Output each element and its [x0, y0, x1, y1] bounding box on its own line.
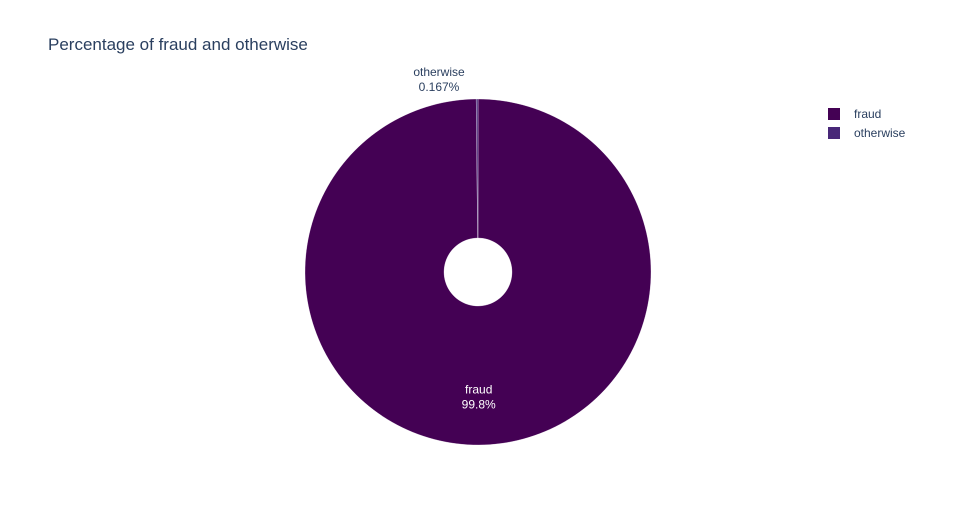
slice-value-otherwise: 0.167%: [419, 80, 460, 94]
legend-swatch-fraud: [828, 108, 840, 120]
legend-label-fraud: fraud: [854, 107, 881, 121]
chart-title: Percentage of fraud and otherwise: [48, 35, 308, 54]
legend-item-fraud[interactable]: fraud: [828, 107, 881, 121]
legend[interactable]: fraud otherwise: [828, 107, 906, 140]
legend-item-otherwise[interactable]: otherwise: [828, 126, 906, 140]
legend-label-otherwise: otherwise: [854, 126, 906, 140]
slice-label-fraud: fraud: [465, 382, 492, 396]
legend-swatch-otherwise: [828, 127, 840, 139]
pie-slices: [304, 98, 652, 446]
pie-slice-otherwise[interactable]: [476, 98, 479, 239]
slice-label-otherwise: otherwise: [413, 65, 465, 79]
pie-slice-fraud[interactable]: [304, 98, 652, 446]
slice-value-fraud: 99.8%: [462, 397, 496, 411]
